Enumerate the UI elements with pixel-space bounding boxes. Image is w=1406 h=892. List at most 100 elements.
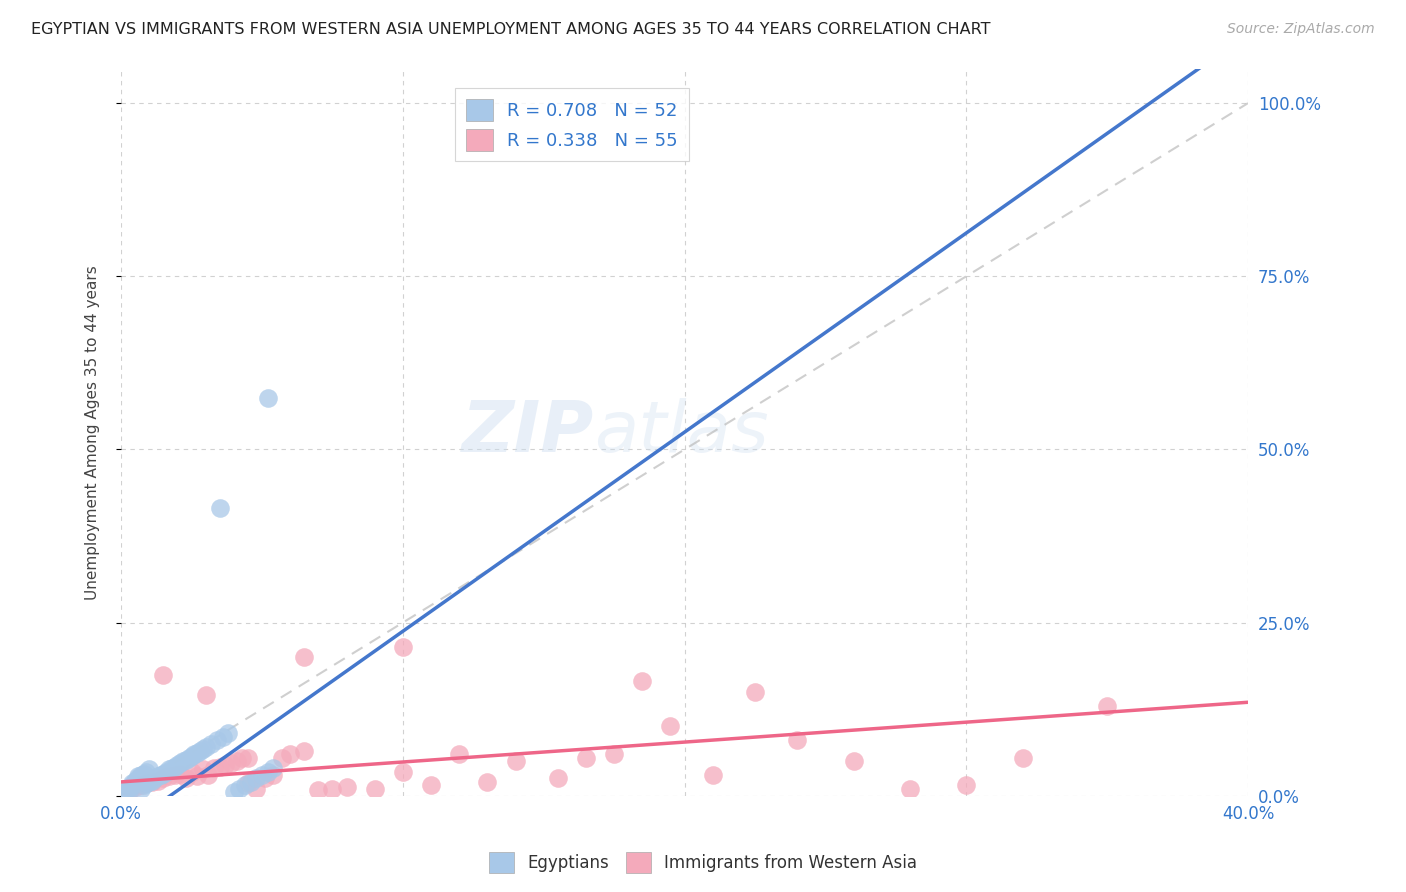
Point (225, 754, 247, 768)
Point (174, 772, 197, 786)
Point (177, 750, 200, 764)
Point (135, 776, 157, 790)
Point (202, 761, 225, 775)
Point (157, 769, 180, 783)
Point (335, 780, 357, 795)
Point (191, 741, 214, 756)
Point (163, 768, 186, 782)
Point (392, 764, 415, 779)
Point (124, 780, 146, 795)
Point (180, 764, 202, 779)
Point (217, 726, 239, 740)
Point (245, 781, 267, 796)
Point (118, 780, 141, 795)
Point (186, 746, 208, 760)
Point (236, 750, 259, 764)
Point (127, 772, 149, 786)
Point (183, 747, 205, 762)
Point (143, 772, 166, 786)
Point (138, 763, 160, 777)
Legend: R = 0.708   N = 52, R = 0.338   N = 55: R = 0.708 N = 52, R = 0.338 N = 55 (456, 88, 689, 161)
Point (955, 778, 977, 792)
Point (169, 766, 191, 780)
Text: ZIP: ZIP (463, 398, 595, 467)
Point (228, 781, 250, 796)
Point (121, 776, 143, 790)
Point (194, 689, 217, 703)
Point (256, 764, 278, 779)
Y-axis label: Unemployment Among Ages 35 to 44 years: Unemployment Among Ages 35 to 44 years (86, 265, 100, 599)
Point (112, 785, 135, 799)
Point (152, 766, 174, 780)
Point (631, 674, 654, 689)
Legend: Egyptians, Immigrants from Western Asia: Egyptians, Immigrants from Western Asia (482, 846, 924, 880)
Point (129, 768, 152, 782)
Point (842, 754, 865, 768)
Point (205, 733, 228, 747)
Point (208, 759, 231, 773)
Point (253, 772, 276, 786)
Point (219, 756, 242, 770)
Point (194, 740, 217, 755)
Text: EGYPTIAN VS IMMIGRANTS FROM WESTERN ASIA UNEMPLOYMENT AMONG AGES 35 TO 44 YEARS : EGYPTIAN VS IMMIGRANTS FROM WESTERN ASIA… (31, 22, 990, 37)
Point (169, 756, 191, 770)
Point (420, 778, 443, 792)
Point (575, 750, 598, 764)
Point (146, 773, 169, 788)
Point (211, 730, 233, 744)
Point (603, 747, 626, 762)
Point (236, 776, 259, 790)
Point (1011, 750, 1033, 764)
Point (118, 781, 141, 796)
Point (239, 775, 262, 789)
Point (659, 719, 682, 733)
Point (214, 757, 236, 772)
Point (744, 685, 766, 699)
Point (163, 759, 186, 773)
Point (124, 775, 146, 789)
Point (245, 772, 267, 786)
Point (121, 778, 143, 792)
Point (278, 747, 301, 762)
Point (141, 775, 163, 789)
Point (477, 775, 499, 789)
Point (292, 744, 315, 758)
Point (321, 781, 343, 796)
Point (141, 773, 163, 788)
Point (129, 778, 152, 792)
Point (166, 757, 188, 772)
Point (149, 768, 172, 782)
Text: Source: ZipAtlas.com: Source: ZipAtlas.com (1227, 22, 1375, 37)
Point (898, 781, 921, 796)
Point (191, 763, 214, 777)
Point (702, 768, 724, 782)
Point (250, 768, 273, 782)
Point (262, 761, 284, 775)
Point (231, 750, 253, 764)
Point (1095, 698, 1118, 713)
Point (132, 766, 155, 780)
Point (262, 768, 284, 782)
Point (132, 778, 155, 792)
Point (152, 667, 174, 681)
Point (135, 764, 157, 779)
Point (200, 737, 222, 751)
Point (222, 785, 245, 799)
Point (180, 748, 202, 763)
Point (157, 763, 180, 777)
Point (138, 775, 160, 789)
Point (129, 781, 152, 796)
Point (152, 772, 174, 786)
Point (115, 783, 138, 797)
Point (256, 391, 278, 405)
Point (174, 753, 197, 767)
Text: atlas: atlas (595, 398, 769, 467)
Point (547, 772, 569, 786)
Point (505, 754, 527, 768)
Point (233, 778, 256, 792)
Point (188, 744, 211, 758)
Point (208, 501, 231, 516)
Point (197, 768, 219, 782)
Point (118, 783, 141, 797)
Point (292, 650, 315, 665)
